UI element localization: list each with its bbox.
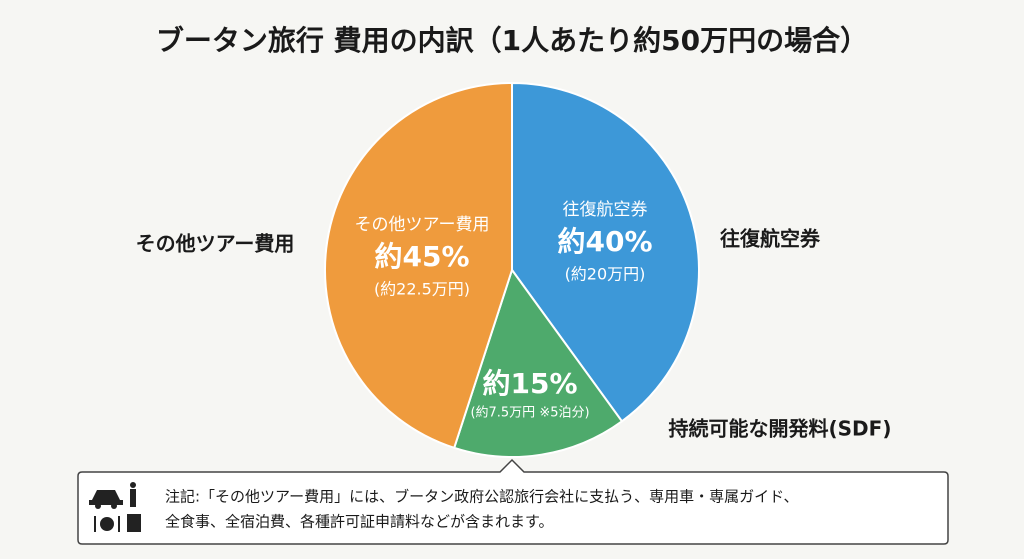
pie-slice — [452, 267, 624, 458]
note-text: 注記:「その他ツアー費用」には、ブータン政府公認旅行会社に支払う、専用車・専属ガ… — [165, 488, 799, 506]
value-label: 約15% — [482, 367, 577, 400]
fork — [94, 516, 96, 532]
wheel — [95, 503, 101, 509]
hotel-icon — [127, 514, 141, 532]
chart-title: ブータン旅行 費用の内訳（1人あたり約50万円の場合） — [156, 24, 868, 57]
note-frame — [77, 458, 949, 545]
knife — [118, 516, 120, 532]
amount-label: (約20万円) — [565, 265, 646, 284]
note-text: 全食事、全宿泊費、各種許可証申請料などが含まれます。 — [165, 513, 554, 531]
car-icon — [89, 490, 123, 505]
legend-label: 持続可能な開発料(SDF) — [669, 417, 892, 441]
legend-label: 往復航空券 — [720, 227, 821, 251]
pie-slice — [324, 81, 513, 450]
amount-label: (約7.5万円 ※5泊分) — [470, 406, 589, 421]
value-label: 約40% — [557, 225, 652, 258]
amount-label: (約22.5万円) — [374, 280, 470, 299]
slice-name: その他ツアー費用 — [355, 215, 490, 235]
legend-label: その他ツアー費用 — [136, 232, 295, 256]
note-box: 注記:「その他ツアー費用」には、ブータン政府公認旅行会社に支払う、専用車・専属ガ… — [77, 458, 949, 545]
value-label: 約45% — [374, 240, 469, 273]
guide-body — [130, 489, 136, 507]
pie-slice — [511, 81, 700, 423]
wheel — [111, 503, 117, 509]
slice-name: 往復航空券 — [563, 200, 648, 220]
plate-icon — [100, 517, 114, 531]
guide-icon — [130, 482, 136, 488]
note-icons — [89, 482, 141, 532]
